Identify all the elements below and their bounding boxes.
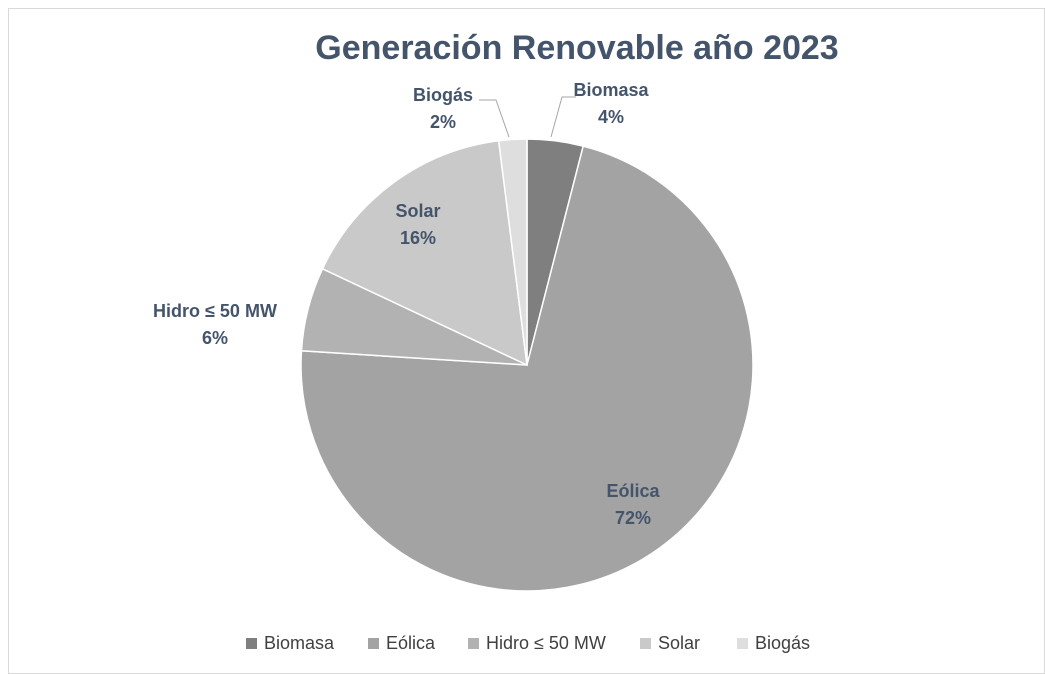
leader-line [550,96,576,138]
legend-label: Biomasa [264,633,335,653]
legend-swatch [640,638,651,649]
data-label-name: Biomasa [573,80,649,100]
data-label-name: Biogás [413,85,473,105]
legend-label: Solar [658,633,700,653]
pie-slice [300,145,754,592]
legend-swatch [368,638,379,649]
data-label-value: 6% [202,328,228,348]
data-label-name: Hidro ≤ 50 MW [153,301,277,321]
data-label-value: 16% [400,228,436,248]
leader-line [479,99,510,138]
legend-label: Hidro ≤ 50 MW [486,633,606,653]
data-label-name: Solar [395,201,440,221]
pie-slice [321,139,528,367]
legend-swatch [246,638,257,649]
legend-swatch [468,638,479,649]
pie-slice [497,138,528,366]
data-label-name: Eólica [606,481,660,501]
chart-title: Generación Renovable año 2023 [315,29,838,67]
data-label-value: 2% [430,112,456,132]
data-label-value: 4% [598,107,624,127]
legend-label: Biogás [755,633,810,653]
legend-label: Eólica [386,633,436,653]
legend-swatch [737,638,748,649]
data-label-value: 72% [615,508,651,528]
